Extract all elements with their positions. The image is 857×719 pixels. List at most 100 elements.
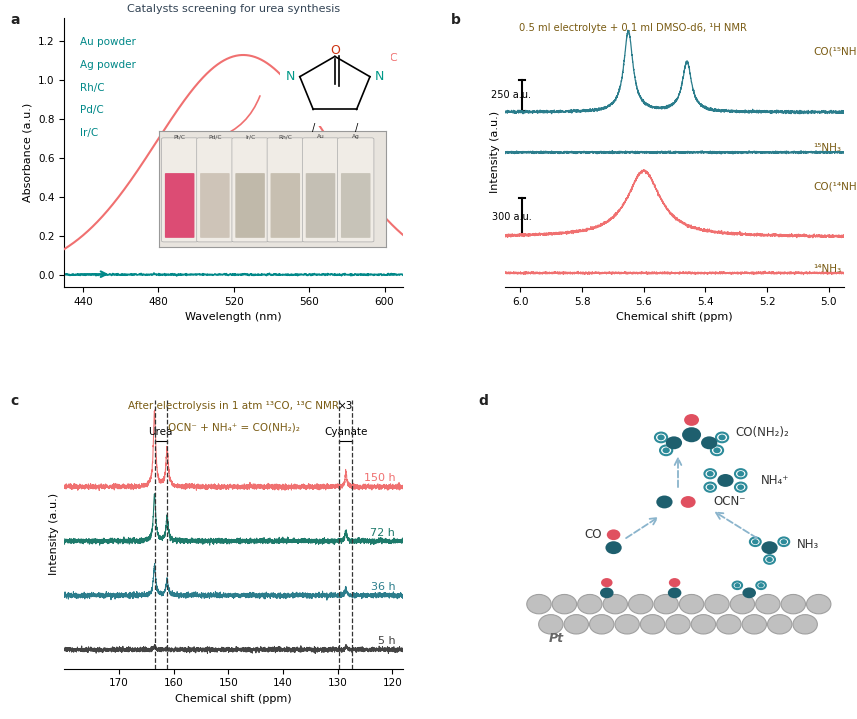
Circle shape xyxy=(601,578,613,587)
Circle shape xyxy=(735,482,746,492)
Circle shape xyxy=(564,615,589,634)
Text: 5 h: 5 h xyxy=(378,636,395,646)
Text: After electrolysis in 1 atm ¹³CO, ¹³C NMR: After electrolysis in 1 atm ¹³CO, ¹³C NM… xyxy=(129,401,339,411)
Circle shape xyxy=(768,615,792,634)
Text: 0.5 ml electrolyte + 0.1 ml DMSO-d6, ¹H NMR: 0.5 ml electrolyte + 0.1 ml DMSO-d6, ¹H … xyxy=(518,23,746,33)
Text: NH₃: NH₃ xyxy=(797,539,819,551)
Circle shape xyxy=(756,595,780,614)
Circle shape xyxy=(603,595,627,614)
Circle shape xyxy=(707,471,714,477)
Circle shape xyxy=(666,615,690,634)
Circle shape xyxy=(578,595,602,614)
Y-axis label: Intensity (a.u.): Intensity (a.u.) xyxy=(49,493,59,575)
Text: OCN⁻ + NH₄⁺ = CO(NH₂)₂: OCN⁻ + NH₄⁺ = CO(NH₂)₂ xyxy=(168,423,300,433)
Circle shape xyxy=(737,471,744,477)
Circle shape xyxy=(680,496,696,508)
X-axis label: Chemical shift (ppm): Chemical shift (ppm) xyxy=(176,694,292,704)
Text: Pd/C: Pd/C xyxy=(80,106,104,115)
Circle shape xyxy=(733,582,742,589)
Circle shape xyxy=(766,557,773,562)
Circle shape xyxy=(539,615,563,634)
Text: CO(¹⁵NH₂)₂: CO(¹⁵NH₂)₂ xyxy=(813,47,857,57)
Circle shape xyxy=(742,587,756,598)
Text: Ir/C: Ir/C xyxy=(80,128,98,138)
Circle shape xyxy=(607,529,620,540)
Circle shape xyxy=(806,595,831,614)
Circle shape xyxy=(713,447,721,453)
Circle shape xyxy=(662,447,670,453)
Circle shape xyxy=(737,485,744,490)
Circle shape xyxy=(590,615,614,634)
Y-axis label: Absorbance (a.u.): Absorbance (a.u.) xyxy=(22,103,33,202)
Circle shape xyxy=(752,539,758,544)
Text: Cyanate: Cyanate xyxy=(324,427,368,437)
Text: Urea: Urea xyxy=(148,427,173,437)
Text: ×3: ×3 xyxy=(338,400,353,411)
Text: ¹⁵NH₃: ¹⁵NH₃ xyxy=(813,143,842,153)
Text: b: b xyxy=(451,13,461,27)
Text: Pt/C: Pt/C xyxy=(375,53,399,63)
Circle shape xyxy=(717,474,734,487)
Circle shape xyxy=(718,434,726,440)
Circle shape xyxy=(730,595,755,614)
Text: Ag powder: Ag powder xyxy=(80,60,135,70)
X-axis label: Chemical shift (ppm): Chemical shift (ppm) xyxy=(616,312,733,322)
Circle shape xyxy=(793,615,818,634)
Text: d: d xyxy=(478,395,488,408)
Y-axis label: Intensity (a.u.): Intensity (a.u.) xyxy=(489,111,500,193)
Text: NH₄⁺: NH₄⁺ xyxy=(761,474,789,487)
Circle shape xyxy=(666,436,682,449)
Text: Rh/C: Rh/C xyxy=(80,83,105,93)
Circle shape xyxy=(735,470,746,478)
X-axis label: Wavelength (nm): Wavelength (nm) xyxy=(185,312,282,322)
Circle shape xyxy=(757,582,766,589)
Circle shape xyxy=(781,595,806,614)
Circle shape xyxy=(781,539,787,544)
Text: CO(¹⁴NH₂)₂: CO(¹⁴NH₂)₂ xyxy=(813,182,857,192)
Circle shape xyxy=(668,578,680,587)
Circle shape xyxy=(605,541,621,554)
Text: Au powder: Au powder xyxy=(80,37,135,47)
Circle shape xyxy=(704,595,729,614)
Circle shape xyxy=(761,541,777,554)
Text: 300 a.u.: 300 a.u. xyxy=(492,211,531,221)
Circle shape xyxy=(711,446,723,455)
Text: c: c xyxy=(10,395,18,408)
Circle shape xyxy=(552,595,577,614)
Circle shape xyxy=(707,485,714,490)
Circle shape xyxy=(704,482,716,492)
Circle shape xyxy=(615,615,639,634)
Title: Catalysts screening for urea synthesis: Catalysts screening for urea synthesis xyxy=(127,4,340,14)
Circle shape xyxy=(704,470,716,478)
Circle shape xyxy=(628,595,653,614)
Circle shape xyxy=(778,538,789,546)
Text: 36 h: 36 h xyxy=(370,582,395,592)
Text: OCN⁻: OCN⁻ xyxy=(714,495,746,508)
Circle shape xyxy=(716,433,728,442)
Circle shape xyxy=(654,595,679,614)
Circle shape xyxy=(527,595,551,614)
Text: CO: CO xyxy=(584,528,602,541)
Text: 150 h: 150 h xyxy=(363,473,395,483)
Circle shape xyxy=(750,538,761,546)
Circle shape xyxy=(682,427,701,442)
Circle shape xyxy=(657,434,665,440)
Text: Pt: Pt xyxy=(548,632,564,645)
Circle shape xyxy=(668,587,681,598)
Text: 250 a.u.: 250 a.u. xyxy=(491,91,531,100)
Circle shape xyxy=(600,587,614,598)
Circle shape xyxy=(716,615,741,634)
Circle shape xyxy=(640,615,665,634)
Circle shape xyxy=(734,583,740,587)
Circle shape xyxy=(656,495,673,508)
Text: 72 h: 72 h xyxy=(370,528,395,538)
Circle shape xyxy=(692,615,716,634)
Text: CO(NH₂)₂: CO(NH₂)₂ xyxy=(735,426,789,439)
Circle shape xyxy=(758,583,764,587)
Circle shape xyxy=(680,595,704,614)
Circle shape xyxy=(684,414,699,426)
Circle shape xyxy=(655,433,667,442)
Circle shape xyxy=(764,555,775,564)
Circle shape xyxy=(660,446,672,455)
Text: ¹⁴NH₃: ¹⁴NH₃ xyxy=(813,264,842,274)
